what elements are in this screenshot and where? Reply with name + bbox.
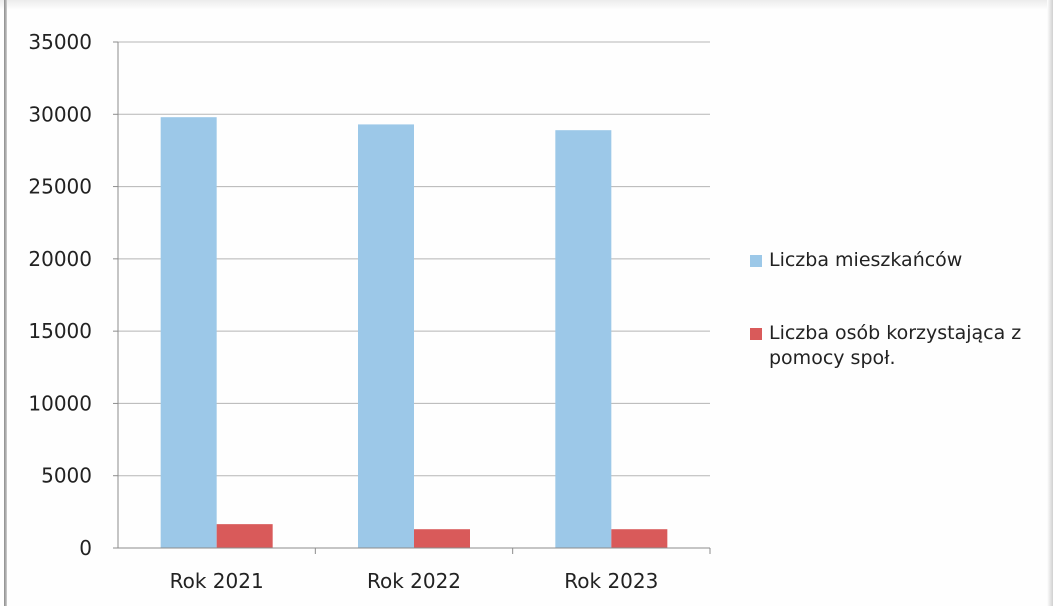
y-tick-label: 0 [79,536,92,560]
legend-label-social-assistance: Liczba osób korzystająca z pomocy społ. [769,322,1022,369]
legend-swatch-social-assistance [750,328,762,340]
frame-left-border [4,0,7,606]
y-tick-label: 30000 [28,102,92,126]
y-tick-label: 20000 [28,247,92,271]
x-tick-label: Rok 2022 [367,569,461,593]
tick-labels: 0 5000 10000 15000 20000 25000 30000 35000 Rok 2… [28,30,658,593]
x-tick-label: Rok 2023 [564,569,658,593]
bar-social-assistance[interactable] [611,529,668,548]
bars [160,117,668,549]
y-tick-label: 25000 [28,175,92,199]
legend-item-residents[interactable]: Liczba mieszkańców [750,248,1045,273]
legend: Liczba mieszkańców Liczba osób korzystaj… [750,248,1045,371]
y-tick-label: 10000 [28,391,92,415]
bar-social-assistance[interactable] [216,524,273,548]
x-tick-label: Rok 2021 [170,569,264,593]
bar-residents[interactable] [358,124,414,549]
bar-social-assistance[interactable] [414,529,470,548]
legend-label-residents: Liczba mieszkańców [769,249,963,271]
y-tick-label: 5000 [41,464,92,488]
y-tick-label: 35000 [28,30,92,54]
legend-item-social-assistance[interactable]: Liczba osób korzystająca z pomocy społ. [750,321,1045,371]
y-tick-label: 15000 [28,319,92,343]
frame-right-shadow [1047,0,1053,606]
legend-swatch-residents [750,255,762,267]
bar-residents[interactable] [555,130,612,548]
axes [113,41,711,554]
frame-top-shadow [0,0,1053,10]
bar-residents[interactable] [160,117,217,549]
